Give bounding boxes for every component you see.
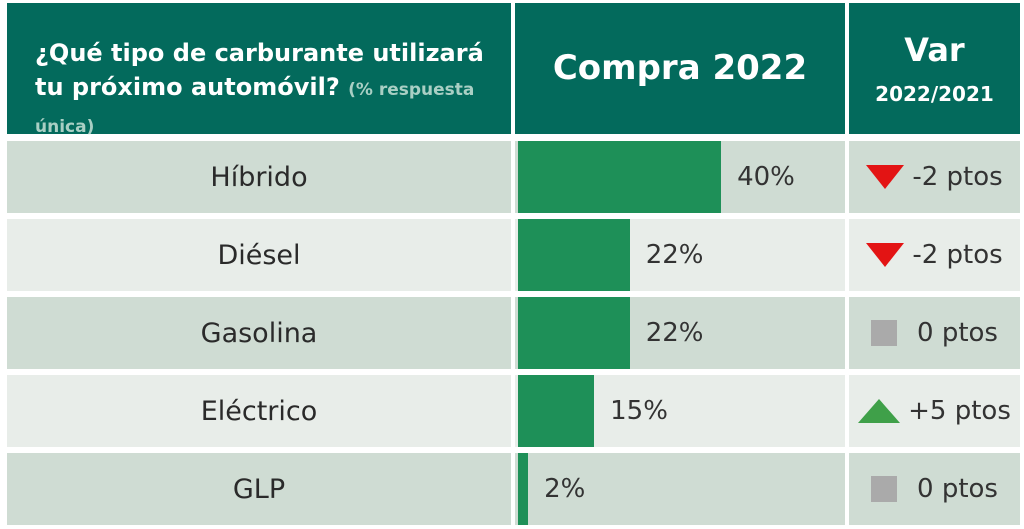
bar-value-label: 22% — [645, 240, 704, 270]
question-text: ¿Qué tipo de carburante utilizará tu pró… — [35, 39, 484, 101]
variation-content: 0 ptos — [849, 453, 1020, 525]
fuel-type-label: Gasolina — [7, 297, 511, 369]
variation-header-title: Var — [904, 31, 965, 69]
variation-value: -2 ptos — [912, 240, 1003, 270]
bar-value-label: 22% — [645, 318, 704, 348]
square-icon — [871, 320, 898, 346]
table-row: Gasolina 22% 0 ptos — [0, 297, 1024, 369]
question-header: ¿Qué tipo de carburante utilizará tu pró… — [7, 3, 511, 137]
table-row: GLP 2% 0 ptos — [0, 453, 1024, 525]
table-row: Eléctrico 15% +5 ptos — [0, 375, 1024, 447]
bar-value-label: 15% — [610, 396, 668, 426]
bar-cell: 15% — [515, 375, 845, 447]
variation-value: -2 ptos — [912, 162, 1003, 192]
table-row: Híbrido 40% -2 ptos — [0, 141, 1024, 213]
purchase-header-label: Compra 2022 — [552, 48, 808, 88]
down-triangle-icon — [866, 243, 905, 267]
bar-value-label: 2% — [544, 474, 586, 504]
variation-cell: 0 ptos — [849, 297, 1020, 369]
bar-cell: 40% — [515, 141, 845, 213]
square-icon — [871, 476, 898, 502]
variation-cell: -2 ptos — [849, 219, 1020, 291]
fuel-type-label: Híbrido — [7, 141, 511, 213]
up-triangle-icon — [858, 399, 901, 423]
bar-cell: 22% — [515, 219, 845, 291]
question-note: (% respuesta única) — [35, 80, 475, 137]
variation-value: +5 ptos — [908, 396, 1011, 426]
variation-header: Var 2022/2021 — [849, 3, 1020, 134]
bar-value-label: 40% — [737, 162, 795, 192]
variation-cell: +5 ptos — [849, 375, 1020, 447]
bar-2 — [518, 297, 630, 369]
variation-content: -2 ptos — [849, 219, 1020, 291]
bar-0 — [518, 141, 722, 213]
bar-cell: 22% — [515, 297, 845, 369]
purchase-header: Compra 2022 — [515, 3, 845, 134]
variation-content: +5 ptos — [849, 375, 1020, 447]
variation-cell: 0 ptos — [849, 453, 1020, 525]
table-row: Diésel 22% -2 ptos — [0, 219, 1024, 291]
fuel-type-label: GLP — [7, 453, 511, 525]
variation-content: -2 ptos — [849, 141, 1020, 213]
bar-4 — [518, 453, 529, 525]
fuel-type-label: Eléctrico — [7, 375, 511, 447]
bar-cell: 2% — [515, 453, 845, 525]
fuel-type-label: Diésel — [7, 219, 511, 291]
variation-value: 0 ptos — [917, 474, 998, 504]
variation-content: 0 ptos — [849, 297, 1020, 369]
down-triangle-icon — [866, 165, 905, 189]
variation-header-years: 2022/2021 — [875, 82, 994, 106]
bar-3 — [518, 375, 595, 447]
variation-cell: -2 ptos — [849, 141, 1020, 213]
bar-1 — [518, 219, 630, 291]
variation-value: 0 ptos — [917, 318, 998, 348]
